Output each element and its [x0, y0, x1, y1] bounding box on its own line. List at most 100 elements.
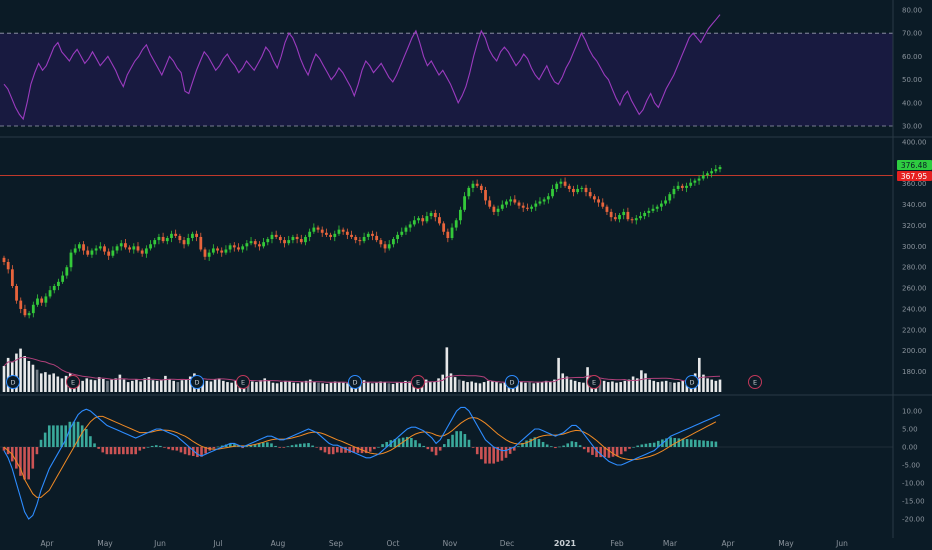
earnings-marker-label: E	[592, 379, 596, 387]
candle	[186, 238, 190, 245]
earnings-marker	[411, 375, 425, 389]
time-axis[interactable]: Apr May Jun Jul Aug Sep Oct Nov Dec 2021 Feb Mar Apr…	[41, 539, 849, 548]
volume-bar	[710, 379, 714, 392]
volume-bar	[188, 376, 192, 392]
macd-histogram-bar	[611, 447, 615, 457]
volume-bar	[391, 383, 395, 392]
macd-histogram-bar	[344, 447, 347, 453]
candle	[191, 233, 194, 238]
macd-histogram-bar	[245, 446, 249, 447]
candle	[505, 201, 508, 205]
macd-histogram-bar	[397, 438, 401, 447]
macd-histogram-bar	[220, 445, 224, 447]
macd-histogram-bar	[47, 425, 51, 447]
volume-bar	[308, 379, 312, 392]
candle	[446, 231, 450, 238]
dividend-marker-label: D	[352, 379, 357, 387]
volume-bar	[383, 382, 387, 392]
macd-histogram-bar	[677, 438, 681, 447]
candle	[262, 242, 266, 247]
volume-bar	[205, 380, 209, 392]
macd-histogram-bar	[336, 447, 339, 453]
candle	[689, 182, 693, 186]
volume-bar	[39, 373, 43, 392]
candle	[362, 236, 366, 242]
macd-histogram-bar	[138, 447, 142, 451]
candle	[350, 234, 353, 237]
candle	[144, 248, 148, 254]
candle	[15, 286, 18, 301]
candle	[245, 243, 249, 247]
candle	[567, 185, 571, 189]
volume-bar	[433, 382, 436, 392]
rsi-tick-label: 70.00	[902, 30, 922, 38]
candle	[392, 239, 395, 245]
macd-histogram-bar	[237, 446, 240, 447]
candle	[31, 304, 35, 314]
candle	[546, 196, 550, 200]
macd-histogram-bar	[43, 432, 47, 447]
volume-bar	[706, 378, 709, 392]
macd-histogram-bar	[480, 447, 483, 460]
macd-histogram-bar	[261, 442, 265, 447]
dividend-marker	[6, 375, 20, 389]
macd-histogram-bar	[134, 447, 137, 455]
candle	[400, 231, 404, 235]
macd-panel[interactable]: 10.00 5.00 0.00 -5.00 -10.00 -15.00 -20.00	[0, 406, 925, 524]
rsi-tick-label: 40.00	[902, 99, 922, 107]
candle	[333, 233, 337, 237]
volume-bar	[495, 382, 498, 392]
candle	[6, 262, 10, 270]
volume-bar	[126, 382, 130, 392]
candle	[178, 235, 182, 241]
price-tick-label: 220.00	[902, 326, 927, 334]
rsi-panel[interactable]: 80.00 70.00 60.00 50.00 40.00 30.00	[0, 7, 922, 131]
macd-histogram-bar	[570, 441, 574, 447]
candle	[580, 187, 584, 189]
time-axis-label: May	[97, 539, 113, 548]
candle	[563, 181, 567, 186]
candle	[597, 199, 600, 203]
price-axis[interactable]	[0, 0, 932, 538]
candle	[429, 212, 433, 217]
macd-histogram-bar	[702, 440, 705, 447]
volume-bar	[474, 382, 478, 392]
macd-histogram-bar	[508, 447, 512, 454]
macd-histogram-bar	[187, 447, 191, 456]
dividend-marker	[348, 375, 362, 389]
candle	[396, 234, 399, 240]
macd-histogram-bar	[286, 446, 290, 447]
volume-bar	[300, 382, 304, 392]
macd-histogram-bar	[64, 425, 68, 447]
dividend-marker-label: D	[509, 379, 514, 387]
volume-bar	[569, 379, 573, 392]
volume-bar	[89, 379, 93, 392]
price-panel[interactable]: 400.00380.00360.00340.00320.00300.00280.…	[0, 139, 927, 377]
macd-histogram-bar	[529, 438, 533, 447]
volume-bar	[217, 378, 221, 392]
candle	[329, 234, 332, 237]
candle	[65, 267, 69, 276]
candle	[94, 248, 98, 251]
volume-bar	[445, 347, 449, 392]
candle	[341, 229, 345, 232]
macd-histogram-bar	[599, 447, 602, 458]
volume-bar	[48, 374, 51, 392]
volume-bar	[15, 353, 18, 392]
candle	[287, 240, 291, 244]
time-axis-label: May	[778, 539, 794, 548]
candle	[618, 215, 621, 220]
macd-histogram-bar	[282, 447, 286, 448]
candle	[48, 290, 52, 297]
candle	[404, 227, 408, 232]
volume-bar	[453, 377, 457, 392]
volume-bar	[540, 382, 544, 392]
volume-bar	[172, 380, 175, 392]
volume-bar	[97, 377, 101, 392]
candle	[98, 246, 102, 249]
candle	[325, 232, 328, 235]
volume-bar	[325, 383, 329, 392]
macd-histogram-bar	[545, 444, 549, 447]
candle	[718, 167, 722, 170]
